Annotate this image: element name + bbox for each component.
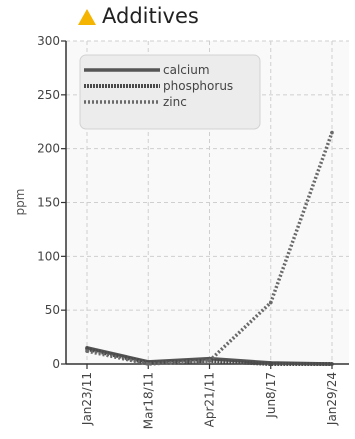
y-tick-label: 200: [37, 142, 60, 156]
x-tick-label: Jan29/24: [325, 372, 339, 426]
chart-title: Additives: [102, 4, 199, 28]
data-point-zinc: [207, 358, 212, 363]
data-point-zinc: [268, 300, 273, 305]
data-point-zinc: [146, 362, 151, 366]
legend: calcium phosphorus zinc: [79, 54, 261, 130]
warning-triangle-icon: [78, 9, 96, 25]
x-tick-label: Apr21/11: [203, 372, 217, 427]
y-tick-label: 250: [37, 88, 60, 102]
data-point-zinc: [330, 130, 334, 135]
x-tick-label: Mar18/11: [141, 372, 155, 429]
legend-box: [79, 54, 261, 130]
y-tick-label: 100: [37, 249, 60, 263]
x-tick-label: Jan23/11: [80, 372, 94, 426]
x-tick-labels: Jan23/11 Mar18/11 Apr21/11 Jun8/17 Jan29/24: [80, 364, 339, 429]
y-tick-label: 300: [37, 34, 60, 48]
y-tick-label: 50: [45, 303, 60, 317]
series-line-zinc: [86, 131, 334, 366]
legend-label-calcium: calcium: [163, 63, 210, 77]
chart-header: Additives: [0, 0, 355, 34]
data-point-zinc: [85, 349, 89, 353]
x-tick-label: Jun8/17: [264, 372, 278, 419]
y-tick-label: 0: [52, 357, 60, 371]
y-tick-label: 150: [37, 196, 60, 210]
series-lines: [85, 130, 334, 366]
y-axis-label: ppm: [13, 189, 27, 216]
data-point-phosphorus: [268, 362, 273, 366]
y-tick-labels: 0 50 100 150 200 250 300: [37, 34, 66, 371]
legend-label-zinc: zinc: [163, 95, 187, 109]
legend-label-phosphorus: phosphorus: [163, 79, 233, 93]
data-point-phosphorus: [330, 362, 334, 366]
